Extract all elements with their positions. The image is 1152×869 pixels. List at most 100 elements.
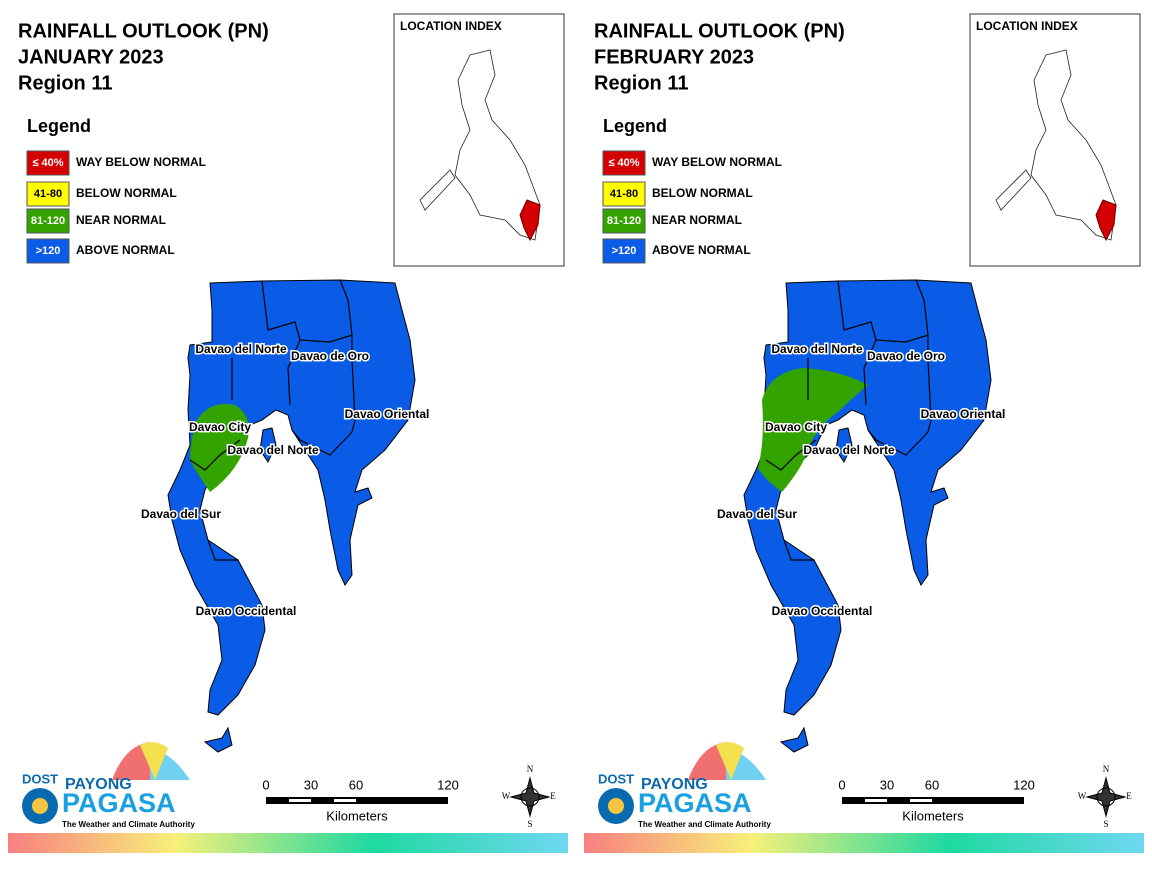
- place-label: Davao del Sur: [717, 507, 797, 521]
- legend-swatch: [26, 181, 70, 207]
- scale-unit: Kilometers: [902, 808, 964, 823]
- place-label: Davao del Norte: [227, 443, 319, 457]
- legend-label: NEAR NORMAL: [76, 213, 166, 227]
- title-line: Region 11: [594, 72, 688, 94]
- legend-swatch-label: ≤ 40%: [608, 157, 639, 169]
- scale-segment: [865, 799, 887, 802]
- island: [203, 726, 233, 753]
- logo-pagasa: PAGASA: [638, 788, 752, 818]
- panel: RAINFALL OUTLOOK (PN) JANUARY 2023 Region …: [8, 13, 568, 853]
- legend-label: BELOW NORMAL: [76, 186, 177, 200]
- scale-label: 120: [437, 777, 459, 792]
- color-band: [584, 833, 1144, 853]
- scale-segment: [289, 799, 311, 802]
- place-label: Davao de Oro: [867, 349, 945, 363]
- legend-swatch-label: 81-120: [31, 215, 65, 227]
- place-label: Davao del Norte: [771, 342, 863, 356]
- place-label: Davao del Norte: [195, 342, 287, 356]
- place-label: Davao City: [765, 420, 827, 434]
- legend-swatch: [602, 181, 646, 207]
- compass-letter: N: [1103, 764, 1110, 774]
- place-label: Davao del Sur: [141, 507, 221, 521]
- scale-label: 30: [880, 777, 894, 792]
- inset-title: LOCATION INDEX: [400, 19, 502, 33]
- province-border: [783, 539, 814, 561]
- compass-letter: S: [527, 819, 532, 829]
- title-line: RAINFALL OUTLOOK (PN): [18, 20, 269, 42]
- province-border: [299, 334, 353, 343]
- scale-segment: [910, 799, 932, 802]
- logo-seal-inner: [608, 798, 624, 814]
- title-line: JANUARY 2023: [18, 46, 164, 68]
- panel: RAINFALL OUTLOOK (PN) FEBRUARY 2023 Region…: [584, 13, 1144, 853]
- legend-swatch: [26, 150, 70, 176]
- color-band: [8, 833, 568, 853]
- place-label: Davao City: [189, 420, 251, 434]
- logo-seal-inner: [32, 798, 48, 814]
- inset-region: [519, 199, 541, 242]
- legend-label: ABOVE NORMAL: [76, 243, 175, 257]
- scale-label: 60: [349, 777, 363, 792]
- island: [779, 726, 809, 753]
- compass-letter: N: [527, 764, 534, 774]
- legend-swatch-label: 41-80: [610, 188, 638, 200]
- province-border: [837, 280, 877, 406]
- compass-letter: S: [1103, 819, 1108, 829]
- scale-bar: [266, 797, 448, 804]
- legend-swatch-label: >120: [36, 245, 61, 257]
- legend-swatch: [602, 150, 646, 176]
- scale-bar: [842, 797, 1024, 804]
- province-border: [261, 280, 301, 406]
- island: [259, 427, 277, 464]
- logo-umbrella-mid: [140, 742, 168, 780]
- island: [835, 427, 853, 464]
- near-normal-area: [758, 368, 868, 492]
- logo-umbrella-mid: [716, 742, 744, 780]
- compass-letter: W: [502, 791, 511, 801]
- province-border: [339, 279, 356, 433]
- title-line: FEBRUARY 2023: [594, 46, 754, 68]
- province-border: [291, 429, 353, 456]
- compass-letter: E: [1126, 791, 1132, 801]
- legend-swatch-label: 41-80: [34, 188, 62, 200]
- compass-letter: W: [1078, 791, 1087, 801]
- legend-label: WAY BELOW NORMAL: [76, 155, 206, 169]
- province-border: [875, 334, 929, 343]
- inset-title: LOCATION INDEX: [976, 19, 1078, 33]
- compass-ring: [520, 787, 540, 807]
- legend-swatch-label: ≤ 40%: [32, 157, 63, 169]
- province-border: [867, 429, 929, 456]
- title-line: Region 11: [18, 72, 112, 94]
- compass-rose: [1085, 776, 1127, 818]
- place-label: Davao del Norte: [803, 443, 895, 457]
- compass-rose: [509, 776, 551, 818]
- legend-swatch: [602, 208, 646, 234]
- place-label: Davao Oriental: [345, 407, 430, 421]
- legend-swatch-label: >120: [612, 245, 637, 257]
- scale-unit: Kilometers: [326, 808, 388, 823]
- logo-tagline: The Weather and Climate Authority: [62, 820, 195, 829]
- province-border: [765, 439, 817, 471]
- logo-payong: PAYONG: [65, 776, 132, 793]
- scale-label: 0: [262, 777, 269, 792]
- logo-dost: DOST: [22, 771, 58, 786]
- legend-swatch: [602, 238, 646, 264]
- province-border: [189, 439, 241, 471]
- scale-label: 120: [1013, 777, 1035, 792]
- place-label: Davao Oriental: [921, 407, 1006, 421]
- logo-payong: PAYONG: [641, 776, 708, 793]
- logo-tagline: The Weather and Climate Authority: [638, 820, 771, 829]
- legend-title: Legend: [27, 116, 91, 136]
- legend-swatch-label: 81-120: [607, 215, 641, 227]
- legend-label: BELOW NORMAL: [652, 186, 753, 200]
- compass-letter: E: [550, 791, 556, 801]
- scale-segment: [334, 799, 356, 802]
- inset-region: [1095, 199, 1117, 242]
- scale-label: 60: [925, 777, 939, 792]
- logo-umbrella-left: [112, 742, 150, 780]
- legend-swatch: [26, 208, 70, 234]
- province-border: [915, 279, 932, 433]
- logo-pagasa: PAGASA: [62, 788, 176, 818]
- legend-label: NEAR NORMAL: [652, 213, 742, 227]
